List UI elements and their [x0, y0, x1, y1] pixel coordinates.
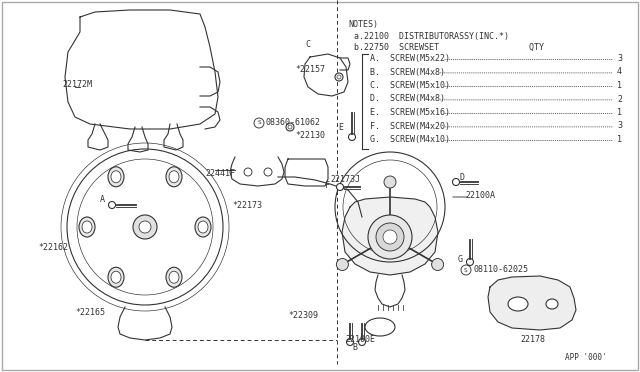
Circle shape: [109, 202, 115, 208]
Text: 08360-61062: 08360-61062: [266, 118, 321, 127]
Ellipse shape: [82, 221, 92, 233]
Text: 08110-62025: 08110-62025: [473, 265, 528, 274]
Text: *22309: *22309: [288, 311, 318, 320]
Text: 22178: 22178: [520, 335, 545, 344]
Text: S: S: [257, 121, 261, 125]
Text: 22100E: 22100E: [345, 335, 375, 344]
Text: 22441F: 22441F: [205, 169, 235, 178]
Ellipse shape: [79, 217, 95, 237]
Ellipse shape: [195, 217, 211, 237]
Text: G.  SCREW(M4x10): G. SCREW(M4x10): [370, 135, 450, 144]
Ellipse shape: [166, 167, 182, 187]
Circle shape: [383, 230, 397, 244]
Polygon shape: [342, 197, 438, 275]
Ellipse shape: [169, 171, 179, 183]
Circle shape: [376, 223, 404, 251]
Text: 2: 2: [617, 94, 622, 103]
Text: D.  SCREW(M4x8): D. SCREW(M4x8): [370, 94, 445, 103]
Text: NOTES): NOTES): [348, 20, 378, 29]
Text: *22130: *22130: [295, 131, 325, 140]
Ellipse shape: [108, 267, 124, 287]
Text: 1: 1: [617, 108, 622, 117]
Ellipse shape: [111, 171, 121, 183]
Text: 22173J: 22173J: [330, 175, 360, 184]
Circle shape: [384, 176, 396, 188]
Text: *22173: *22173: [232, 201, 262, 210]
Circle shape: [349, 134, 355, 141]
Ellipse shape: [166, 267, 182, 287]
Text: 22172M: 22172M: [62, 80, 92, 89]
Circle shape: [337, 183, 344, 190]
Text: B: B: [352, 343, 357, 352]
Text: S: S: [464, 267, 468, 273]
Circle shape: [452, 179, 460, 186]
Text: *22157: *22157: [295, 65, 325, 74]
Circle shape: [335, 73, 343, 81]
Text: APP '000': APP '000': [565, 353, 607, 362]
Circle shape: [431, 259, 444, 270]
Circle shape: [467, 259, 474, 266]
Circle shape: [139, 221, 151, 233]
Ellipse shape: [546, 299, 558, 309]
Text: F: F: [325, 181, 330, 190]
Text: A.  SCREW(M5x22): A. SCREW(M5x22): [370, 54, 450, 63]
Circle shape: [133, 215, 157, 239]
Text: b.22750  SCREWSET                  QTY: b.22750 SCREWSET QTY: [354, 43, 544, 52]
Circle shape: [286, 123, 294, 131]
Polygon shape: [488, 276, 576, 330]
Ellipse shape: [508, 297, 528, 311]
Text: C.  SCREW(M5x10): C. SCREW(M5x10): [370, 81, 450, 90]
Text: G: G: [458, 255, 463, 264]
Text: B.  SCREW(M4x8): B. SCREW(M4x8): [370, 67, 445, 77]
Text: C: C: [305, 40, 310, 49]
Text: 22100A: 22100A: [465, 191, 495, 200]
Text: 3: 3: [617, 54, 622, 63]
Text: 3: 3: [617, 122, 622, 131]
Circle shape: [337, 259, 348, 270]
Ellipse shape: [108, 167, 124, 187]
Text: 4: 4: [617, 67, 622, 77]
Text: E.  SCREW(M5x16): E. SCREW(M5x16): [370, 108, 450, 117]
Text: *22162: *22162: [38, 243, 68, 252]
Circle shape: [368, 215, 412, 259]
Ellipse shape: [198, 221, 208, 233]
Text: *22165: *22165: [75, 308, 105, 317]
Text: a.22100  DISTRIBUTORASSY(INC.*): a.22100 DISTRIBUTORASSY(INC.*): [354, 32, 509, 41]
Text: 1: 1: [617, 135, 622, 144]
Text: F.  SCREW(M4x20): F. SCREW(M4x20): [370, 122, 450, 131]
Ellipse shape: [111, 271, 121, 283]
Circle shape: [346, 339, 353, 346]
Ellipse shape: [169, 271, 179, 283]
Circle shape: [358, 339, 365, 346]
Text: E: E: [338, 123, 343, 132]
Text: A: A: [100, 195, 105, 204]
Text: D: D: [460, 173, 465, 182]
Text: 1: 1: [617, 81, 622, 90]
